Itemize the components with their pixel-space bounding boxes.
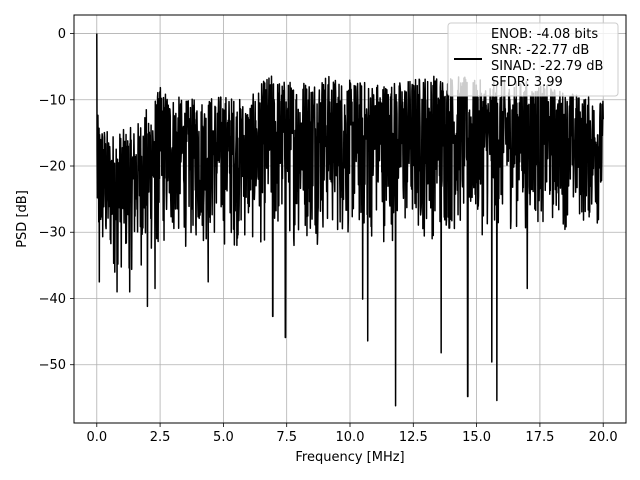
legend: ENOB: -4.08 bits SNR: -22.77 dB SINAD: -…: [447, 22, 619, 97]
psd-series: [96, 33, 604, 407]
legend-entry-sinad: SINAD: -22.79 dB: [491, 59, 603, 74]
y-tick-label: −50: [39, 358, 66, 373]
y-tick-label: −40: [39, 292, 66, 307]
x-tick-label: 5.0: [213, 430, 234, 445]
x-tick-label: 20.0: [589, 430, 618, 445]
legend-entry-snr: SNR: -22.77 dB: [491, 43, 589, 58]
y-tick-label: −30: [39, 226, 66, 241]
x-tick-label: 2.5: [150, 430, 171, 445]
x-axis-label: Frequency [MHz]: [295, 450, 404, 465]
x-tick-label: 17.5: [525, 430, 554, 445]
legend-entry-sfdr: SFDR: 3.99: [491, 75, 563, 90]
y-tick-label: −20: [39, 160, 66, 175]
x-tick-label: 7.5: [276, 430, 297, 445]
legend-box: [447, 22, 619, 97]
psd-trace: [96, 33, 604, 407]
x-tick-label: 15.0: [462, 430, 491, 445]
x-tick-label: 0.0: [86, 430, 107, 445]
y-tick-label: −10: [39, 93, 66, 108]
y-axis-label: PSD [dB]: [15, 190, 30, 248]
x-tick-label: 10.0: [336, 430, 365, 445]
y-tick-label: 0: [58, 27, 66, 42]
axis-ticks: 0.0 2.5 5.0 7.5 10.0 12.5 15.0 17.5 20.0 0 −10 −20 −…: [39, 27, 618, 445]
legend-entry-enob: ENOB: -4.08 bits: [491, 27, 598, 42]
x-tick-label: 12.5: [399, 430, 428, 445]
